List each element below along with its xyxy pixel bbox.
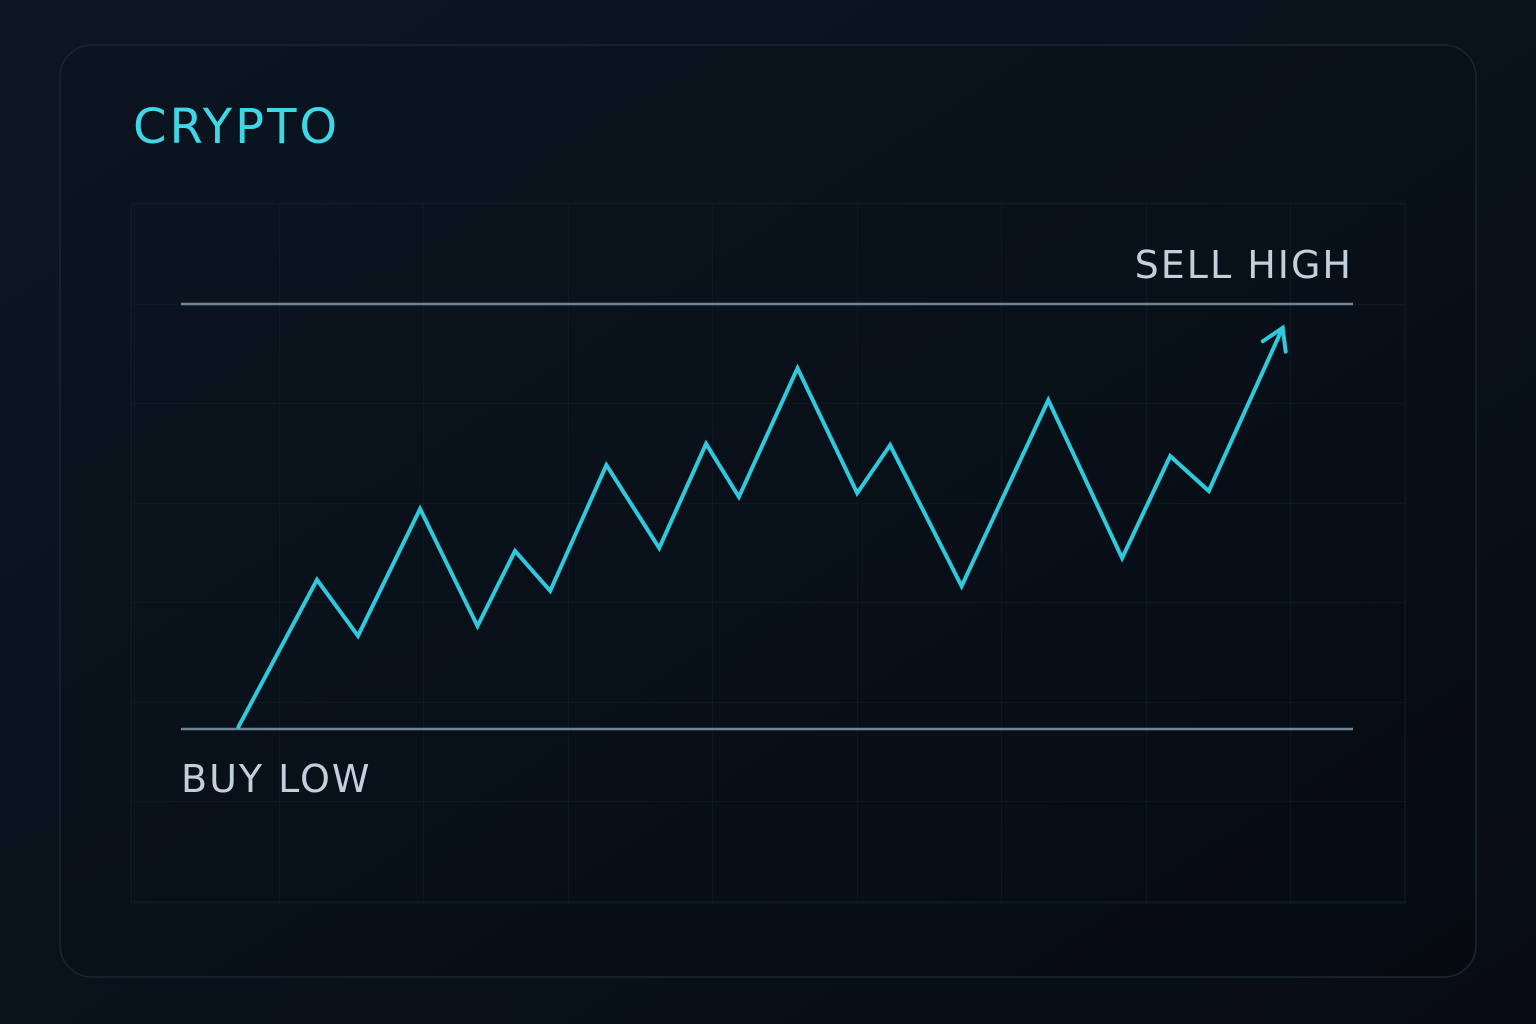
reference-label: BUY LOW xyxy=(181,757,371,801)
reference-label: SELL HIGH xyxy=(1135,243,1353,287)
arrow-head xyxy=(1260,324,1288,354)
plot-area xyxy=(130,202,1406,904)
price-line xyxy=(236,325,1285,729)
chart-title: CRYPTO xyxy=(133,99,340,155)
